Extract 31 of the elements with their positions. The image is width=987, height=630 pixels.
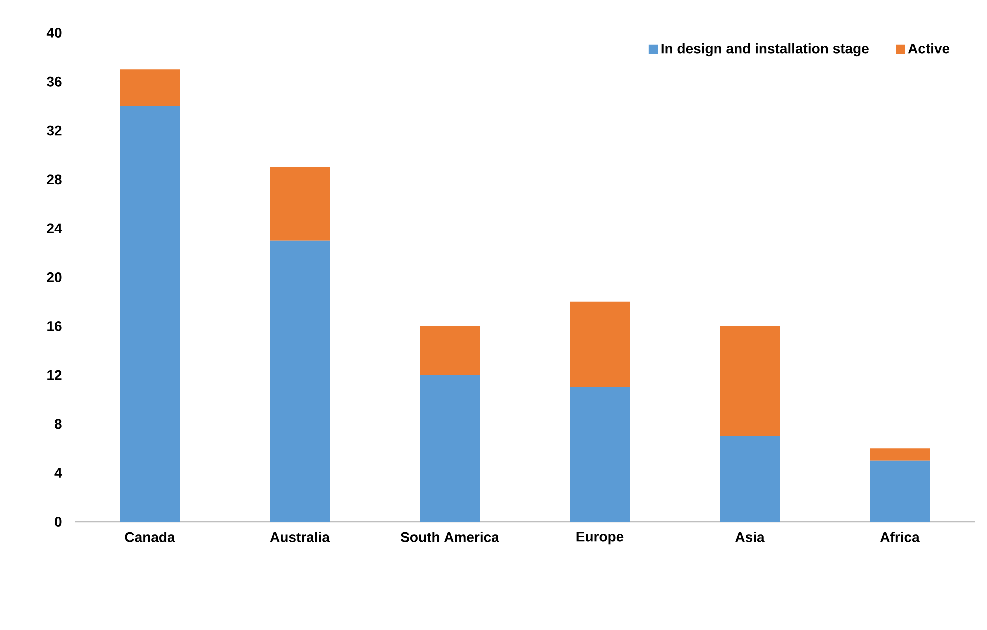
legend-label: Active [908,43,950,54]
y-tick-label: 12 [48,370,62,380]
y-tick-label: 24 [47,224,62,234]
y-tick-label: 40 [46,28,62,38]
y-tick-label: 36 [47,76,62,87]
bar [420,375,480,522]
y-tick-label: 28 [47,174,62,185]
bar [120,70,180,106]
x-tick-label: Europe [576,532,624,545]
bar [270,167,330,241]
x-tick-label: South America [401,532,500,542]
bar [570,388,630,522]
x-tick-label: Canada [125,532,176,542]
y-tick-label: 20 [47,272,62,282]
bar [870,460,930,522]
bar [720,436,780,522]
x-tick-label: Australia [270,532,330,542]
bar [270,240,330,522]
y-tick-label: 16 [48,321,62,332]
y-tick-label: 4 [54,468,62,478]
x-tick-label: Africa [880,532,920,542]
y-tick-label: 8 [54,419,62,430]
y-tick-label: 0 [55,517,62,527]
y-tick-label: 32 [47,126,62,136]
x-tick-label: Asia [736,532,765,542]
bar [570,302,630,388]
bar [720,326,780,436]
bar [420,326,480,376]
bar [120,106,180,522]
legend-label: In design and installation stage [662,43,869,57]
bar [870,448,930,461]
